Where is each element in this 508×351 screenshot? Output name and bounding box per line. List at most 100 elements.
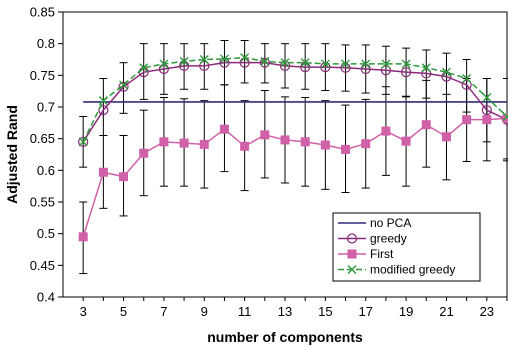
x-tick-label: 17 bbox=[358, 304, 372, 319]
x-stroke bbox=[300, 58, 310, 68]
data-point-first bbox=[300, 137, 310, 147]
legend-label-modified-greedy: modified greedy bbox=[370, 263, 455, 277]
data-point-first bbox=[240, 141, 250, 151]
data-point-greedy bbox=[279, 60, 291, 71]
y-tick-label: 0.75 bbox=[30, 68, 55, 83]
legend-label-no-pca: no PCA bbox=[370, 216, 411, 230]
data-point-greedy bbox=[400, 67, 412, 78]
x-tick-label: 7 bbox=[160, 304, 167, 319]
x-stroke bbox=[179, 56, 189, 66]
data-point-modified-greedy bbox=[502, 112, 508, 121]
x-stroke bbox=[219, 54, 229, 64]
x-stroke bbox=[159, 59, 169, 69]
data-point-greedy bbox=[118, 81, 129, 92]
x-tick-label: 11 bbox=[238, 304, 252, 319]
x-stroke bbox=[260, 56, 270, 66]
data-point-first bbox=[159, 137, 169, 147]
x-stroke bbox=[240, 53, 250, 63]
data-point-modified-greedy bbox=[139, 63, 149, 73]
x-stroke bbox=[199, 55, 209, 64]
y-tick-label: 0.4 bbox=[37, 290, 55, 305]
data-point-first bbox=[139, 148, 149, 158]
data-point-first bbox=[260, 130, 270, 140]
x-stroke bbox=[441, 67, 451, 77]
x-stroke bbox=[401, 59, 411, 69]
data-point-greedy bbox=[380, 65, 392, 76]
x-tick-label: 21 bbox=[439, 304, 453, 319]
data-point-greedy bbox=[259, 57, 270, 68]
data-point-first bbox=[421, 120, 431, 130]
data-point-modified-greedy bbox=[179, 56, 189, 66]
x-tick-label: 15 bbox=[318, 304, 332, 319]
y-tick-label: 0.65 bbox=[30, 131, 55, 146]
x-tick-label: 3 bbox=[80, 304, 87, 319]
legend-marker-modified-greedy bbox=[347, 265, 357, 274]
x-stroke bbox=[381, 59, 391, 69]
y-axis-ticks: 0.4 0.45 0.5 0.55 0.6 0.65 0.7 0.75 0.8 0.85 bbox=[30, 5, 63, 305]
x-stroke bbox=[139, 63, 149, 73]
x-axis-ticks: 3 5 7 9 11 13 15 17 19 21 23 bbox=[80, 297, 508, 319]
data-point-modified-greedy bbox=[300, 58, 310, 68]
x-stroke bbox=[482, 93, 492, 102]
y-tick-label: 0.8 bbox=[37, 36, 55, 51]
x-stroke bbox=[320, 59, 330, 69]
x-stroke bbox=[462, 74, 472, 83]
data-point-first bbox=[179, 138, 189, 148]
data-point-modified-greedy bbox=[280, 58, 290, 68]
data-point-greedy bbox=[199, 60, 210, 71]
data-point-modified-greedy bbox=[78, 137, 88, 147]
data-point-greedy bbox=[78, 136, 89, 147]
x-tick-label: 23 bbox=[480, 304, 494, 319]
data-point-modified-greedy bbox=[441, 67, 451, 77]
series-layer bbox=[78, 53, 508, 242]
data-point-modified-greedy bbox=[401, 59, 411, 69]
data-point-first bbox=[482, 115, 492, 125]
x-stroke bbox=[280, 58, 290, 68]
x-stroke bbox=[119, 80, 129, 90]
data-point-modified-greedy bbox=[341, 59, 351, 69]
x-tick-label: 9 bbox=[201, 304, 208, 319]
legend-marker-greedy bbox=[346, 233, 358, 244]
data-point-modified-greedy bbox=[320, 59, 330, 69]
x-stroke bbox=[361, 59, 371, 69]
data-point-first bbox=[401, 136, 411, 146]
x-stroke bbox=[341, 59, 351, 69]
data-point-modified-greedy bbox=[482, 93, 492, 102]
data-point-first bbox=[441, 132, 451, 142]
y-tick-label: 0.7 bbox=[37, 100, 55, 115]
legend-label-greedy: greedy bbox=[370, 232, 407, 246]
y-axis-label: Adjusted Rand bbox=[4, 105, 20, 204]
x-stroke bbox=[347, 265, 357, 274]
data-point-first bbox=[78, 232, 88, 242]
data-point-modified-greedy bbox=[361, 59, 371, 69]
data-point-first bbox=[119, 172, 129, 182]
y-tick-label: 0.5 bbox=[37, 226, 55, 241]
data-point-modified-greedy bbox=[98, 96, 108, 106]
data-point-first bbox=[320, 140, 330, 150]
series-line-modified-greedy bbox=[82, 56, 508, 143]
x-tick-label: 5 bbox=[120, 304, 127, 319]
data-point-first bbox=[219, 124, 229, 134]
data-point-first bbox=[199, 139, 209, 149]
data-point-greedy bbox=[481, 105, 492, 116]
data-point-first bbox=[98, 167, 108, 177]
data-point-modified-greedy bbox=[421, 63, 431, 73]
data-point-first bbox=[280, 135, 290, 145]
x-axis-label: number of components bbox=[207, 329, 363, 345]
x-stroke bbox=[78, 137, 88, 147]
data-point-modified-greedy bbox=[119, 80, 129, 90]
x-tick-label: 13 bbox=[278, 304, 292, 319]
series-line-first bbox=[82, 117, 508, 238]
data-point-modified-greedy bbox=[199, 55, 209, 64]
data-point-modified-greedy bbox=[240, 53, 250, 63]
data-point-greedy bbox=[421, 68, 432, 79]
data-point-greedy bbox=[98, 105, 109, 116]
data-point-first bbox=[341, 144, 351, 154]
data-point-modified-greedy bbox=[260, 56, 270, 66]
y-tick-label: 0.55 bbox=[30, 195, 55, 210]
data-point-first bbox=[462, 115, 472, 125]
x-stroke bbox=[421, 63, 431, 73]
x-stroke bbox=[98, 96, 108, 106]
